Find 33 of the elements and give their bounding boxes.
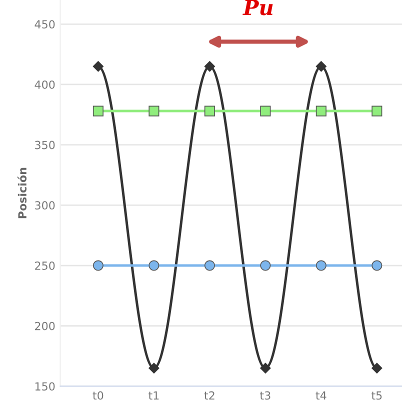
- y-tick-label: 400: [34, 80, 55, 89]
- annotation: Pu: [242, 0, 273, 16]
- x-tick-label: t2: [204, 391, 214, 400]
- point: [92, 260, 104, 271]
- point: [92, 61, 104, 72]
- x-tick-label: t1: [148, 391, 159, 400]
- point: [204, 106, 215, 116]
- point: [92, 106, 104, 116]
- y-tick-label: 300: [35, 201, 55, 210]
- y-tick-label: 250: [35, 262, 55, 270]
- y-tick-label: 150: [35, 382, 55, 391]
- y-tick-label: 450: [34, 20, 55, 29]
- point: [260, 362, 271, 374]
- point: [316, 61, 327, 72]
- point: [148, 362, 160, 374]
- point: [316, 106, 326, 116]
- point: [204, 260, 215, 271]
- point: [372, 106, 382, 116]
- point: [148, 106, 160, 116]
- y-tick-label: 200: [35, 322, 55, 330]
- x-tick-label: t4: [316, 391, 326, 400]
- point: [372, 260, 382, 271]
- x-tick-label: t5: [372, 391, 382, 400]
- point: [372, 362, 382, 374]
- x-tick-label: t0: [92, 391, 104, 400]
- point: [260, 106, 271, 116]
- y-tick-label: 350: [35, 140, 55, 150]
- x-tick-label: t3: [260, 391, 270, 400]
- point: [204, 61, 216, 72]
- point: [148, 260, 160, 271]
- point: [316, 260, 326, 271]
- point: [260, 260, 271, 271]
- y-axis-title: Posición: [17, 168, 27, 218]
